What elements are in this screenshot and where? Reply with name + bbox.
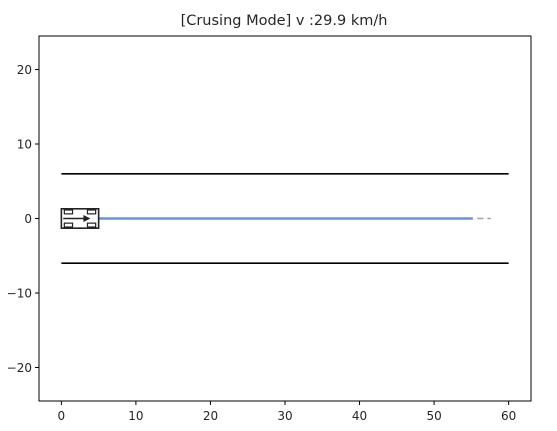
y-tick-label-2: 0 (24, 212, 32, 226)
series-layer (61, 173, 509, 264)
vehicle-wheel-1 (86, 209, 97, 215)
x-tick-label-2: 20 (203, 409, 218, 423)
x-tick-label-3: 30 (277, 409, 292, 423)
chart-title: [Crusing Mode] v :29.9 km/h (181, 13, 388, 29)
y-tick-label-1: 10 (17, 138, 32, 152)
y-axis: 20 10 0 −10 −20 (7, 63, 39, 375)
vehicle-wheel-2 (63, 222, 74, 228)
y-tick-label-4: −20 (7, 361, 32, 375)
y-tick-label-3: −10 (7, 286, 32, 300)
x-axis: 0 10 20 30 40 50 60 (58, 401, 516, 423)
y-tick-label-0: 20 (17, 63, 32, 77)
vehicle-wheel-0 (63, 209, 74, 215)
x-tick-label-5: 50 (426, 409, 441, 423)
vehicle-body (60, 208, 100, 229)
vehicle-wheel-3 (86, 222, 97, 228)
x-tick-label-1: 10 (128, 409, 143, 423)
x-tick-label-0: 0 (58, 409, 66, 423)
x-tick-label-6: 60 (501, 409, 516, 423)
vehicle (60, 208, 100, 229)
vehicle-heading-arrow (83, 215, 91, 222)
x-tick-label-4: 40 (352, 409, 367, 423)
